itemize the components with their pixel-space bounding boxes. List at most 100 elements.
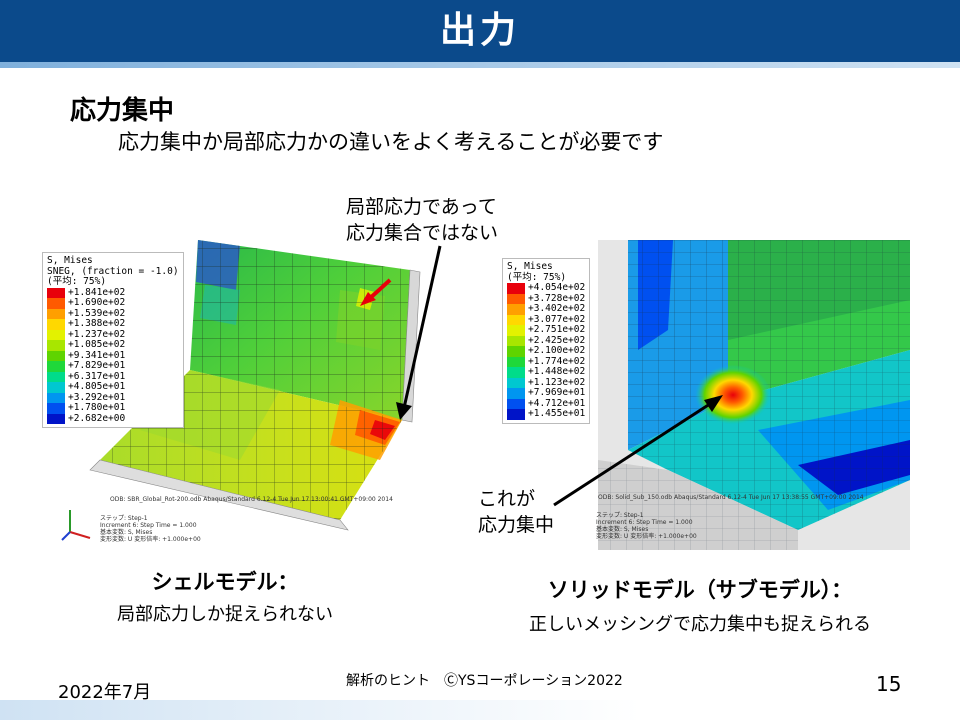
solid-legend-row: +2.425e+02: [507, 334, 586, 346]
shell-step-line-1: ステップ: Step-1: [100, 515, 148, 522]
solid-legend-swatch: [507, 304, 525, 315]
solid-legend-line-2: (平均: 75%): [507, 271, 567, 283]
solid-legend-row: +1.448e+02: [507, 366, 586, 378]
shell-legend-swatch: [47, 413, 65, 424]
solid-caption-main: ソリッドモデル（サブモデル）：: [547, 578, 853, 602]
shell-legend-value: +1.237e+02: [68, 328, 126, 340]
shell-step-line-4: 変形変数: U 変形倍率: +1.000e+00: [100, 536, 201, 543]
stress-concentration-callout-line-2: 応力集中: [478, 514, 555, 536]
shell-legend-value: +1.085e+02: [68, 339, 126, 350]
solid-legend-swatch: [507, 367, 525, 378]
shell-legend-line-2: SNEG, (fraction = -1.0): [47, 265, 179, 277]
shell-legend-row: +1.780e+01: [47, 402, 179, 414]
solid-model-plot: [553, 240, 910, 550]
shell-legend-row: +1.841e+02: [47, 287, 179, 298]
shell-legend-row: +1.690e+02: [47, 297, 179, 309]
shell-legend-line-1: S, Mises: [47, 255, 93, 266]
solid-legend-value: +1.455e+01: [528, 408, 586, 419]
solid-legend-value: +1.123e+02: [528, 376, 586, 388]
shell-caption-sub: 局部応力しか捉えられない: [117, 604, 333, 625]
shell-caption: シェルモデル： 局部応力しか捉えられない: [60, 566, 390, 626]
title-bar: [0, 0, 960, 62]
shell-legend-swatch: [47, 319, 65, 330]
shell-legend-swatch: [47, 308, 65, 319]
shell-legend-swatch: [47, 392, 65, 403]
footer-bar: [0, 700, 640, 720]
shell-legend-swatch: [47, 298, 65, 309]
solid-legend-value: +4.712e+01: [528, 397, 586, 409]
footer-copyright: 解析のヒント ⒸYSコーポレーション2022: [346, 673, 623, 689]
shell-step-info: ステップ: Step-1 Increment 6: Step Time = 1.…: [100, 515, 201, 543]
solid-legend-swatch: [507, 293, 525, 304]
local-stress-callout-line-1: 局部応力であって: [346, 196, 497, 218]
local-stress-arrow: [396, 245, 442, 420]
solid-legend-row: +1.774e+02: [507, 355, 586, 367]
shell-legend-value: +1.690e+02: [68, 297, 126, 308]
solid-legend-row: +4.054e+02: [507, 282, 585, 294]
solid-model-figure: S, Mises (平均: 75%) +4.054e+02 +3.728e+02 +…: [498, 240, 910, 550]
shell-legend-row: +1.539e+02: [47, 307, 179, 319]
solid-step-info: ステップ: Step-1 Increment 6: Step Time = 1.…: [596, 512, 697, 540]
solid-legend-scale: +4.054e+02 +3.728e+02 +3.402e+02 +3.077e+02…: [507, 282, 586, 420]
shell-step-line-2: Increment 6: Step Time = 1.000: [100, 522, 197, 529]
solid-legend-swatch: [507, 377, 525, 388]
shell-legend: S, Mises SNEG, (fraction = -1.0) (平均: 75…: [42, 252, 184, 428]
local-stress-callout-line-2: 応力集合ではない: [346, 222, 499, 244]
shell-legend-swatch: [47, 350, 65, 361]
solid-legend-swatch: [507, 325, 525, 336]
shell-model-figure: S, Mises SNEG, (fraction = -1.0) (平均: 75…: [40, 230, 460, 550]
shell-legend-swatch: [47, 340, 65, 351]
shell-legend-value: +1.539e+02: [68, 307, 126, 319]
solid-legend-row: +4.712e+01: [507, 397, 586, 409]
solid-legend-value: +7.969e+01: [528, 387, 586, 398]
solid-caption: ソリッドモデル（サブモデル）： 正しいメッシングで応力集中も捉えられる: [470, 574, 930, 636]
shell-legend-value: +1.780e+01: [68, 402, 126, 413]
solid-step-line-3: 基本変数: S, Mises: [596, 526, 649, 533]
solid-legend-swatch: [507, 314, 525, 325]
stress-concentration-callout-line-1: これが: [478, 488, 536, 510]
section-heading: 応力集中: [70, 96, 175, 126]
shell-legend-value: +1.388e+02: [68, 318, 126, 329]
solid-legend-value: +3.402e+02: [528, 303, 586, 314]
shell-legend-swatch: [47, 403, 65, 414]
footer-date: 2022年7月: [58, 682, 152, 703]
shell-legend-row: +2.682e+00: [47, 412, 179, 424]
shell-step-line-3: 基本変数: S, Mises: [100, 529, 153, 536]
solid-legend-value: +3.728e+02: [528, 292, 586, 304]
shell-axis-triad-icon: [61, 510, 91, 541]
page-number: 15: [876, 672, 902, 696]
solid-legend-row: +1.455e+01: [507, 408, 586, 420]
shell-legend-row: +6.317e+01: [47, 371, 179, 382]
shell-caption-main: シェルモデル：: [151, 570, 299, 594]
solid-legend-line-1: S, Mises: [507, 261, 553, 272]
solid-step-line-1: ステップ: Step-1: [596, 512, 644, 519]
shell-legend-row: +7.829e+01: [47, 360, 179, 372]
solid-legend-swatch: [507, 356, 525, 367]
solid-step-line-4: 変形変数: U 変形倍率: +1.000e+00: [596, 533, 697, 540]
solid-legend-value: +1.774e+02: [528, 355, 586, 367]
solid-odb-info: ODB: Solid_Sub_150.odb Abaqus/Standard 6…: [598, 494, 864, 501]
slide-title: 出力: [439, 10, 520, 51]
shell-legend-value: +9.341e+01: [68, 349, 126, 361]
solid-legend-value: +2.100e+02: [528, 345, 586, 356]
solid-legend-row: +2.100e+02: [507, 345, 586, 357]
solid-legend-swatch: [507, 283, 525, 294]
shell-legend-swatch: [47, 371, 65, 382]
solid-caption-sub: 正しいメッシングで応力集中も捉えられる: [529, 614, 871, 635]
shell-legend-swatch: [47, 329, 65, 340]
shell-legend-row: +4.805e+01: [47, 381, 179, 393]
title-underline: [0, 62, 960, 68]
shell-legend-swatch: [47, 382, 65, 393]
solid-legend-row: +3.077e+02: [507, 313, 586, 325]
solid-legend-row: +2.751e+02: [507, 324, 585, 336]
solid-step-line-2: Increment 6: Step Time = 1.000: [596, 519, 693, 526]
shell-legend-value: +7.829e+01: [68, 360, 126, 371]
solid-legend-value: +3.077e+02: [528, 313, 586, 325]
solid-legend-value: +2.425e+02: [528, 334, 586, 346]
solid-legend-value: +1.448e+02: [528, 366, 586, 377]
local-stress-callout: 局部応力であって 応力集合ではない: [346, 194, 498, 246]
shell-legend-value: +2.682e+00: [68, 412, 126, 424]
shell-legend-row: +9.341e+01: [47, 349, 179, 361]
shell-legend-line-3: (平均: 75%): [47, 276, 107, 287]
solid-legend-swatch: [507, 409, 525, 420]
